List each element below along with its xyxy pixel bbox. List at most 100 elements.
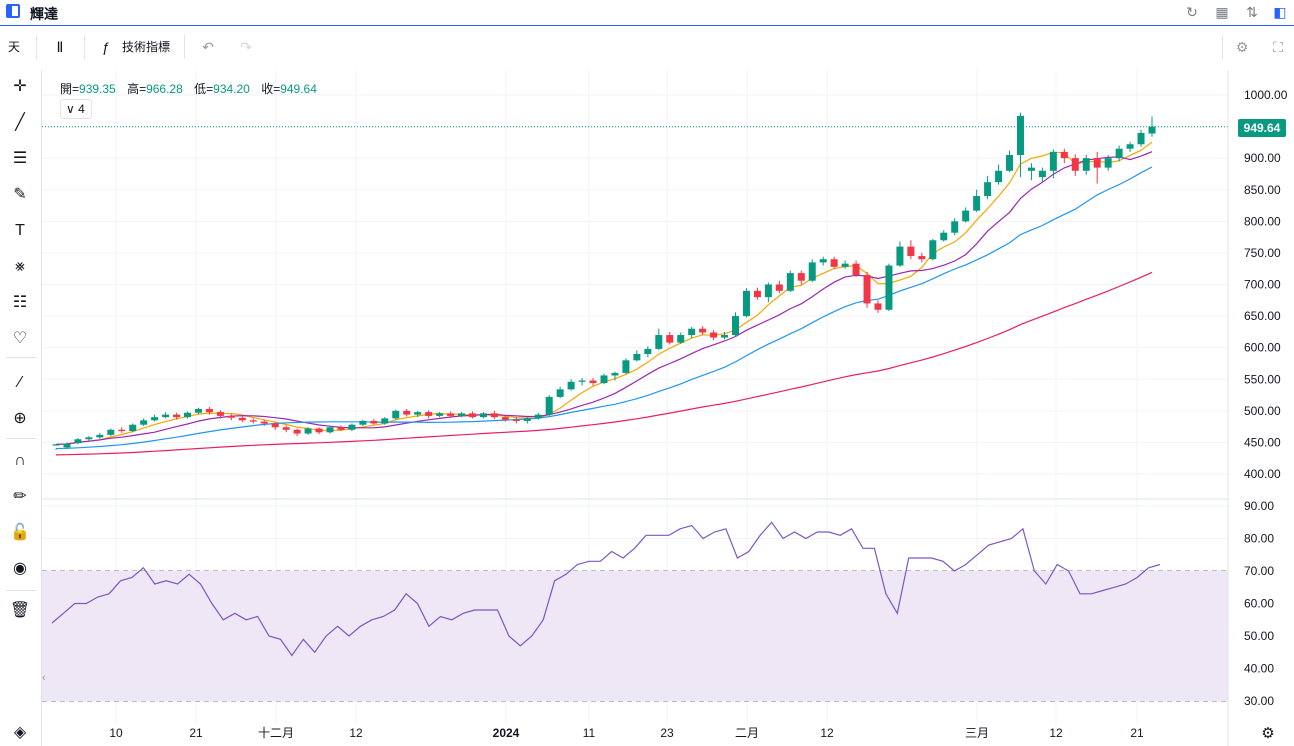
symbol-title: 輝達 [30, 6, 58, 22]
ma20-line [55, 166, 1153, 450]
candle-body [118, 429, 126, 432]
candle-body [468, 413, 476, 418]
candle-body [1093, 158, 1101, 168]
function-icon[interactable]: ƒ [102, 39, 110, 55]
candle-body [742, 290, 750, 317]
magnet-icon[interactable]: ∩ [14, 452, 26, 469]
candle-body [666, 335, 674, 343]
time-tick-label: 11 [583, 726, 596, 740]
text-icon[interactable]: T [15, 222, 25, 239]
candle-body [1071, 158, 1079, 171]
candle-body [633, 353, 641, 361]
candle-body [600, 375, 608, 384]
candle-body [436, 413, 444, 416]
lock-drawing-icon[interactable]: ✏ [13, 488, 27, 505]
title-bar: 輝達 ↻ ▦ ⇅ ◧ [0, 0, 1294, 26]
candle-body [786, 273, 794, 291]
candle-body [151, 417, 159, 421]
candle-body [611, 372, 619, 376]
price-tick-label: 700.00 [1244, 278, 1281, 292]
candle-body [655, 335, 663, 349]
candle-body [677, 335, 685, 343]
settings-gear-icon[interactable]: ⚙ [1235, 39, 1249, 55]
panel-icon[interactable] [6, 4, 20, 18]
ma10-line [55, 151, 1153, 445]
trend-line-icon[interactable]: ╱ [15, 114, 25, 131]
candle-body [370, 420, 378, 424]
layout-grid-icon[interactable]: ▦ [1215, 4, 1229, 20]
candle-body [458, 413, 466, 416]
time-tick-label: 12 [349, 726, 363, 740]
candle-body [1148, 126, 1156, 134]
trash-icon[interactable]: 🗑 [9, 602, 31, 619]
candle-body [874, 303, 882, 310]
indicators-button[interactable]: 技術指標 [122, 40, 171, 54]
indicator-collapse-button[interactable]: ∨ 4 [60, 99, 92, 119]
price-tick-label: 900.00 [1244, 151, 1281, 165]
moving-averages [55, 141, 1153, 456]
candle-body [688, 328, 696, 336]
candle-body [841, 263, 849, 267]
tool-divider [6, 357, 36, 358]
chart-toolbar: 天 Ⅱ ƒ 技術指標 ↶ ↷ ⚙ ⛶ [0, 27, 1294, 67]
time-tick-label: 2024 [493, 726, 520, 740]
chart-settings-icon[interactable]: ⚙ [1261, 725, 1275, 742]
zoom-icon[interactable]: ⊕ [13, 410, 27, 427]
fullscreen-icon[interactable]: ⛶ [1273, 39, 1283, 55]
refresh-icon[interactable]: ↻ [1186, 4, 1198, 20]
time-tick-label: 三月 [965, 726, 989, 740]
crosshair-icon[interactable]: ✛ [13, 78, 27, 95]
ruler-icon[interactable]: ∕ [18, 374, 22, 391]
candle-body [381, 418, 389, 424]
candle-body [907, 246, 915, 257]
candle-body [556, 389, 564, 397]
layers-icon[interactable]: ◈ [13, 724, 27, 741]
candle-body [63, 443, 71, 448]
candle-body [1082, 158, 1090, 171]
heart-icon[interactable]: ♡ [12, 330, 28, 347]
time-tick-label: 21 [189, 726, 203, 740]
interval-button[interactable]: 天 [8, 40, 21, 54]
rsi-tick-label: 90.00 [1244, 499, 1274, 513]
toolbar-divider [36, 35, 37, 59]
redo-icon[interactable]: ↷ [240, 39, 252, 55]
candle-body [523, 418, 531, 421]
scroll-left-icon[interactable]: ‹ [42, 672, 46, 684]
candle-body [129, 424, 137, 432]
price-tick-label: 600.00 [1244, 341, 1281, 355]
low-key: 低= [194, 82, 214, 96]
eye-icon[interactable]: ◉ [13, 560, 27, 577]
sidebar-toggle-icon[interactable]: ◧ [1273, 4, 1287, 20]
candle-body [216, 412, 224, 416]
candle-body [808, 262, 816, 281]
forecast-icon[interactable]: ☷ [12, 294, 28, 311]
candle-body [797, 273, 805, 281]
compare-arrows-icon[interactable]: ⇅ [1246, 4, 1258, 20]
open-key: 開= [60, 82, 80, 96]
candles-icon[interactable]: Ⅱ [56, 39, 64, 55]
candle-body [337, 427, 345, 430]
candle-body [852, 263, 860, 276]
rsi-tick-label: 70.00 [1244, 564, 1274, 578]
pattern-icon[interactable]: ⨳ [15, 258, 25, 275]
undo-icon[interactable]: ↶ [202, 39, 214, 55]
candle-body [304, 428, 312, 434]
candle-body [863, 275, 871, 304]
fib-icon[interactable]: ☰ [12, 150, 28, 167]
price-axis: 1000.00950.00900.00850.00800.00750.00700… [1244, 88, 1288, 481]
candle-body [85, 437, 93, 440]
candle-body [1137, 132, 1145, 145]
time-tick-label: 23 [660, 726, 674, 740]
candle-body [490, 413, 498, 418]
candle-body [699, 328, 707, 333]
candle-body [534, 414, 542, 419]
candle-body [589, 380, 597, 384]
candle-body [567, 381, 575, 390]
candle-body [348, 424, 356, 430]
lock-icon[interactable]: 🔓 [10, 524, 30, 541]
toolbar-divider [84, 35, 85, 59]
brush-icon[interactable]: ✎ [13, 186, 27, 203]
time-axis: 10 21 十二月 12 2024 11 23 二月 12 三月 12 21 [109, 726, 1144, 740]
candle-body [227, 415, 235, 418]
